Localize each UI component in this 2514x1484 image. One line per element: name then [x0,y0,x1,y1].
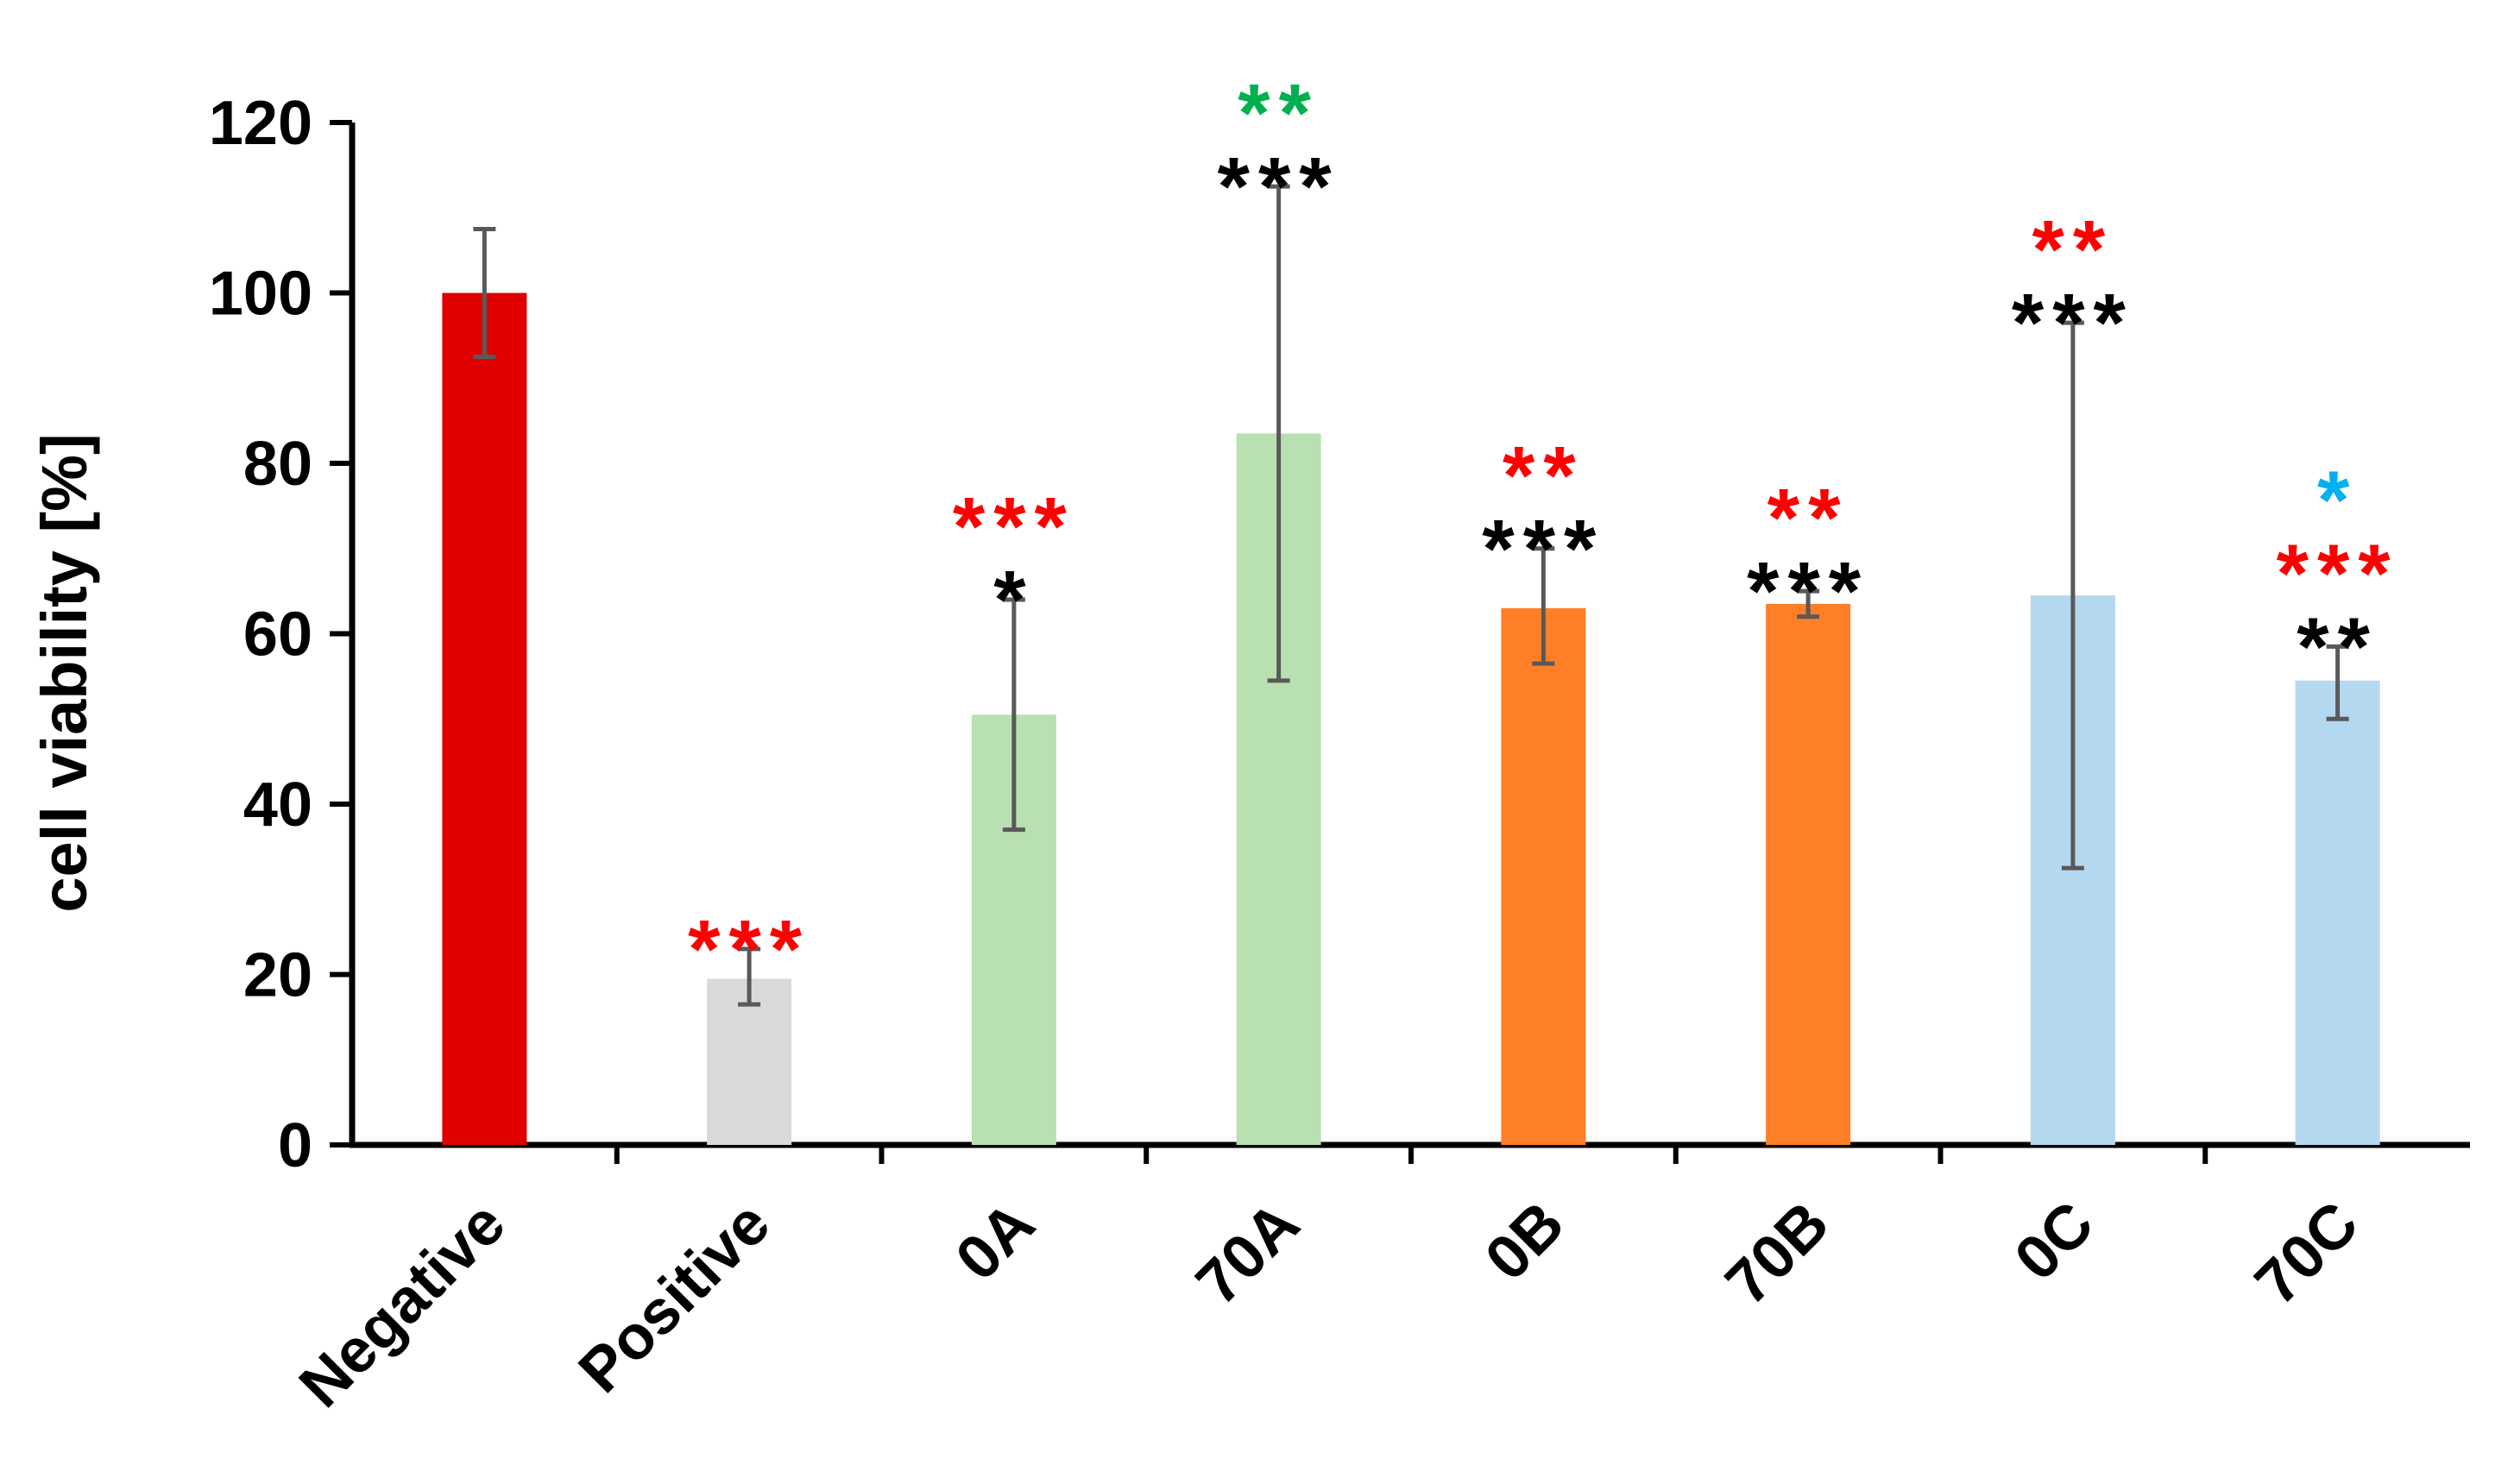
significance-marker: *** [953,481,1075,573]
x-tick-label: Negative [287,1189,519,1421]
significance-marker: * [993,554,1034,646]
bar [2295,680,2380,1145]
x-tick-label: 70A [1183,1189,1313,1318]
x-tick-label: 0A [943,1189,1049,1294]
y-tick-label: 40 [243,770,312,839]
y-tick-label: 0 [278,1111,312,1180]
significance-marker: *** [1218,141,1340,233]
significance-marker: * [2317,454,2358,546]
significance-marker: *** [1482,503,1604,595]
significance-marker: *** [688,903,810,996]
significance-marker: *** [2012,277,2134,369]
x-tick-label: 0B [1472,1189,1578,1294]
significance-marker: *** [2277,527,2399,619]
bar [1766,603,1851,1145]
significance-marker: ** [1503,430,1585,522]
significance-marker: ** [2032,204,2114,296]
significance-marker: ** [1238,67,1320,160]
significance-marker: ** [1767,472,1849,564]
x-tick-label: 70B [1712,1189,1842,1318]
x-tick-label: 70C [2242,1189,2372,1318]
x-tick-label: 0C [2002,1189,2108,1294]
significance-marker: *** [1747,545,1869,638]
y-tick-label: 80 [243,430,312,499]
x-tick-label: Positive [566,1189,784,1406]
y-tick-label: 20 [243,941,312,1010]
y-tick-label: 120 [209,89,312,158]
y-tick-label: 60 [243,601,312,670]
bar [442,292,527,1145]
significance-marker: ** [2297,601,2379,693]
y-axis-label: cell viability [%] [28,433,100,912]
y-tick-label: 100 [209,260,312,329]
plot-area: 020406080100120Negative***Positive****0A… [209,67,2470,1421]
bar [1501,607,1586,1145]
